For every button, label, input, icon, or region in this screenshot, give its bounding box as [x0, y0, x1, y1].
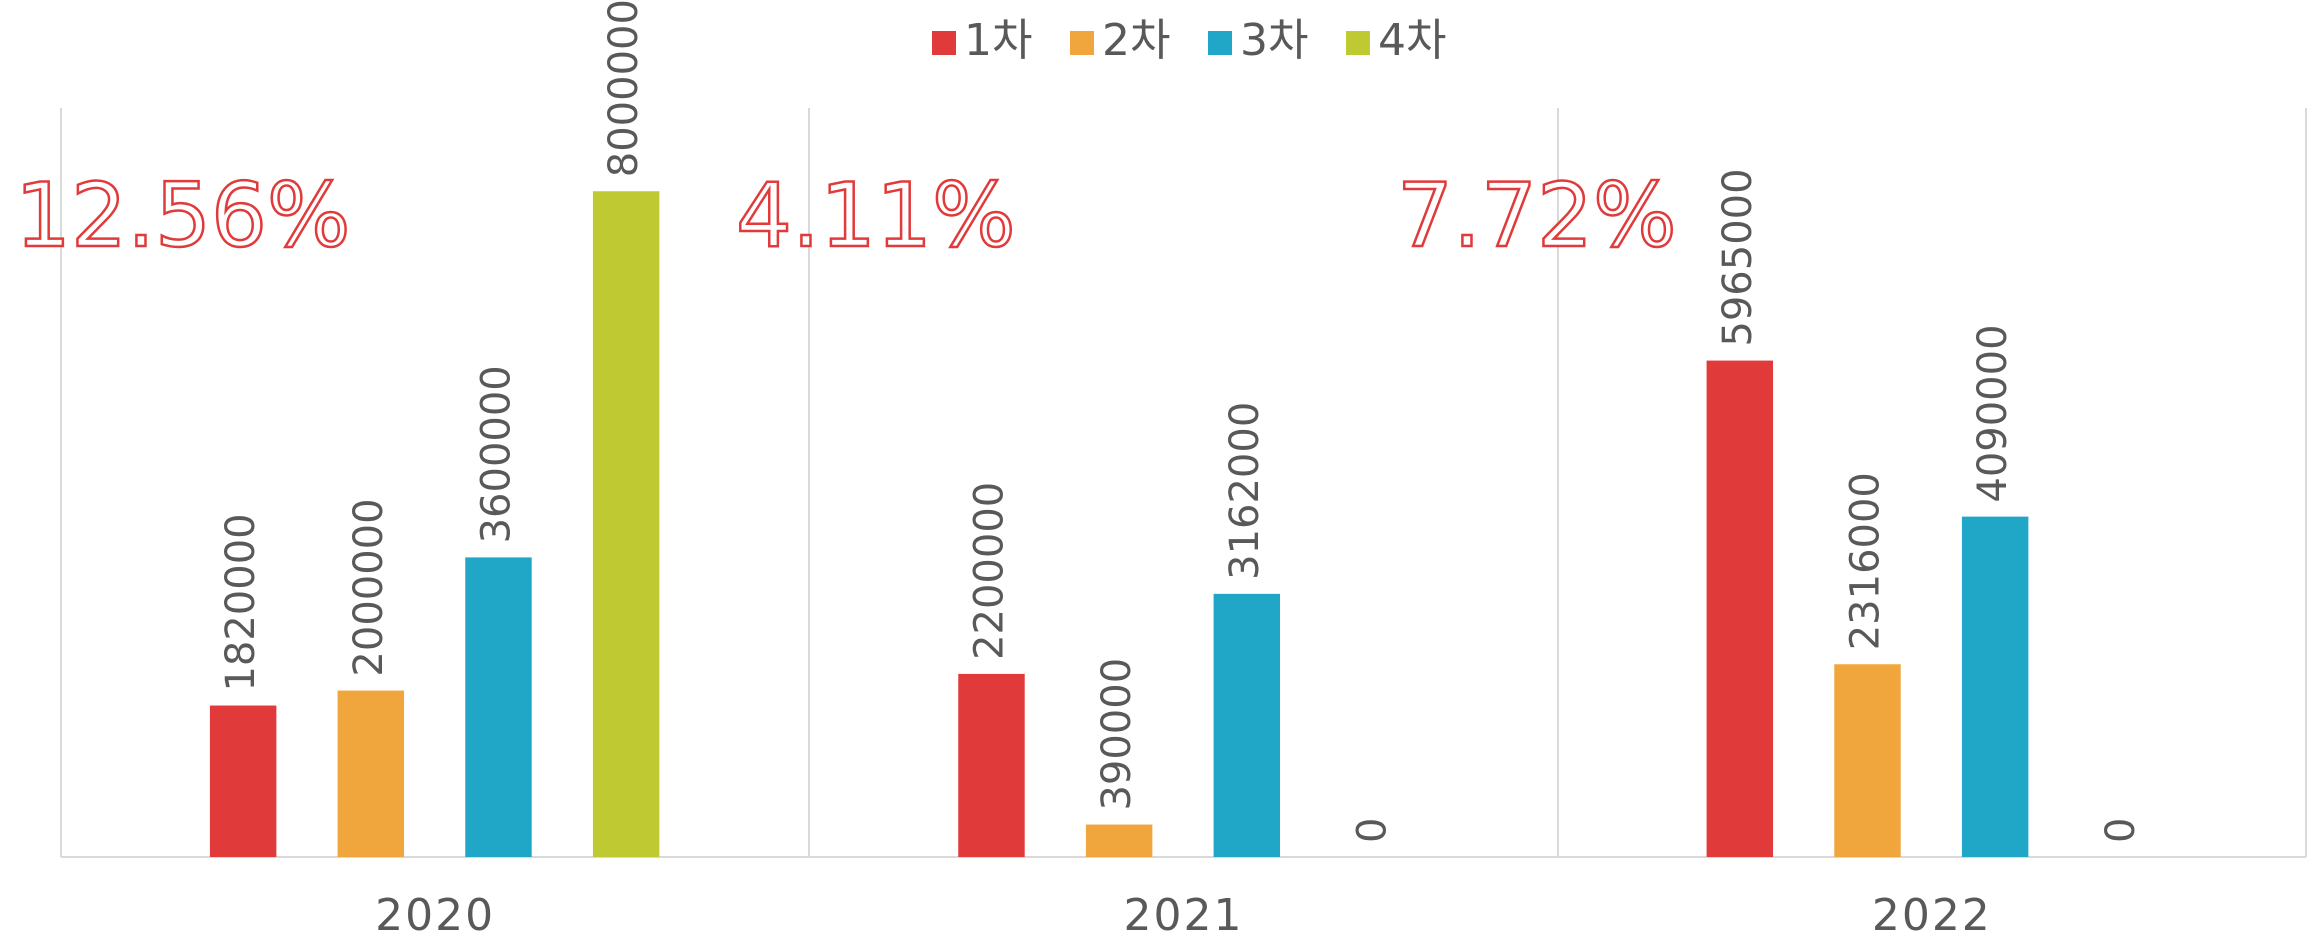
- annotation: 7.72%: [1397, 164, 1677, 267]
- legend-label: 4차: [1378, 15, 1446, 66]
- x-tick-label: 2021: [1124, 890, 1244, 941]
- x-tick-label: 2022: [1872, 890, 1992, 941]
- bar: [1213, 593, 1281, 857]
- legend-swatch: [1346, 31, 1370, 55]
- bar: [465, 557, 532, 857]
- data-label: 0: [2098, 818, 2144, 843]
- data-label: 2316000: [1842, 472, 1888, 650]
- data-label: 0: [1349, 818, 1395, 843]
- data-label: 1820000: [218, 513, 264, 691]
- bar: [1961, 516, 2029, 857]
- data-label: 8000000: [601, 0, 647, 177]
- legend-label: 1차: [964, 15, 1032, 66]
- bar: [337, 690, 405, 857]
- bar: [1834, 664, 1901, 857]
- bar: [1085, 824, 1153, 857]
- data-label: 4090000: [1970, 324, 2016, 502]
- legend-swatch: [932, 31, 956, 55]
- bar: [209, 705, 277, 857]
- annotation: 12.56%: [15, 164, 351, 267]
- data-label: 390000: [1094, 658, 1140, 811]
- bar: [958, 673, 1025, 857]
- data-label: 3162000: [1222, 402, 1268, 580]
- data-label: 2000000: [346, 498, 392, 676]
- data-label: 3600000: [473, 365, 519, 543]
- legend-label: 3차: [1240, 15, 1308, 66]
- legend-swatch: [1070, 31, 1094, 55]
- x-tick-label: 2020: [375, 890, 495, 941]
- data-label: 2200000: [966, 482, 1012, 660]
- legend-label: 2차: [1102, 15, 1170, 66]
- legend-swatch: [1208, 31, 1232, 55]
- plot-frame: [60, 108, 2307, 858]
- data-label: 5965000: [1715, 168, 1761, 346]
- annotation: 4.11%: [736, 164, 1016, 267]
- bar: [1706, 360, 1774, 857]
- bar: [592, 191, 660, 857]
